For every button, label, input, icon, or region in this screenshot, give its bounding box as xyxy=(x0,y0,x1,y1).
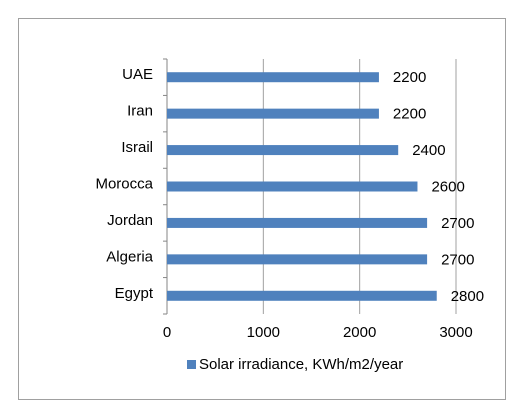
bar xyxy=(167,254,428,265)
y-tick-label: Egypt xyxy=(115,285,154,302)
x-tick-label: 3000 xyxy=(439,324,472,341)
bar xyxy=(167,72,379,83)
x-tick-label: 1000 xyxy=(247,324,280,341)
x-tick-label: 2000 xyxy=(343,324,376,341)
bar xyxy=(167,108,379,119)
y-tick-label: Morocca xyxy=(95,175,153,192)
data-label: 2600 xyxy=(431,178,464,195)
data-label: 2700 xyxy=(441,215,474,232)
legend-swatch xyxy=(187,360,196,369)
bar xyxy=(167,145,399,156)
y-tick-label: Iran xyxy=(127,103,153,120)
data-label: 2200 xyxy=(393,106,426,123)
bar xyxy=(167,217,428,228)
bar xyxy=(167,181,418,192)
y-tick-label: Algeria xyxy=(106,248,153,265)
data-label: 2700 xyxy=(441,251,474,268)
y-tick-label: Israil xyxy=(121,139,153,156)
data-label: 2400 xyxy=(412,142,445,159)
legend-label: Solar irradiance, KWh/m2/year xyxy=(199,356,403,373)
bar xyxy=(167,290,437,301)
x-tick-label: 0 xyxy=(163,324,171,341)
y-tick-label: Jordan xyxy=(107,212,153,229)
data-label: 2800 xyxy=(451,288,484,305)
data-label: 2200 xyxy=(393,69,426,86)
y-tick-label: UAE xyxy=(122,66,153,83)
